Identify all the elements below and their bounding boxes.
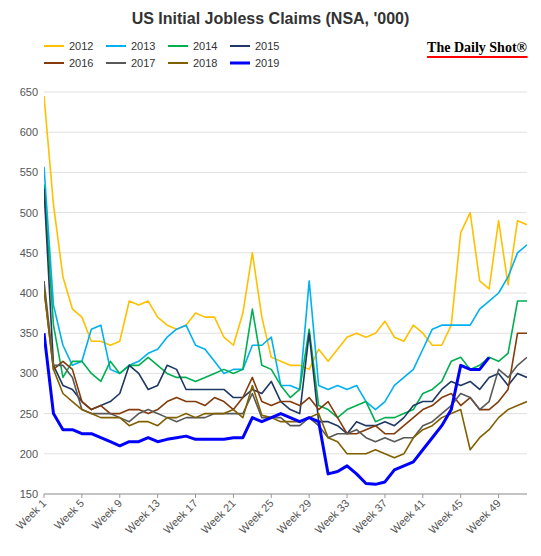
x-tick-label: Week 9 <box>89 497 124 532</box>
y-tick-label: 250 <box>20 408 38 420</box>
grid-line <box>44 252 527 253</box>
series-line <box>44 289 527 458</box>
chart: US Initial Jobless Claims (NSA, '000) The… <box>0 0 541 556</box>
y-tick-label: 200 <box>20 448 38 460</box>
legend: 2012 2013 2014 2015 2016 2017 2018 2019 <box>44 40 279 69</box>
grid-line <box>44 212 527 213</box>
grid-line <box>44 494 527 495</box>
y-tick-label: 450 <box>20 247 38 259</box>
x-tick-label: Week 49 <box>464 497 503 536</box>
x-tick-label: Week 5 <box>52 497 87 532</box>
series-line <box>44 167 527 410</box>
x-tick <box>271 494 272 498</box>
y-tick-label: 400 <box>20 287 38 299</box>
plot-area <box>44 96 527 484</box>
legend-swatch <box>168 45 188 47</box>
legend-swatch <box>168 62 188 64</box>
x-tick <box>309 494 310 498</box>
x-tick-label: Week 21 <box>199 497 238 536</box>
legend-swatch <box>230 45 250 47</box>
x-tick <box>195 494 196 498</box>
y-tick-label: 150 <box>20 488 38 500</box>
grid-line <box>44 333 527 334</box>
x-tick-label: Week 29 <box>275 497 314 536</box>
series-line <box>44 333 489 484</box>
x-tick <box>157 494 158 498</box>
grid-line <box>44 172 527 173</box>
grid-line <box>44 373 527 374</box>
legend-swatch <box>106 62 126 64</box>
x-tick-label: Week 37 <box>350 497 389 536</box>
x-tick-label: Week 25 <box>237 497 276 536</box>
y-tick-label: 500 <box>20 207 38 219</box>
legend-label: 2015 <box>255 40 279 52</box>
x-tick-label: Week 1 <box>14 497 49 532</box>
grid-line <box>44 453 527 454</box>
x-tick <box>460 494 461 498</box>
x-tick <box>44 494 45 498</box>
x-tick <box>347 494 348 498</box>
y-tick-label: 550 <box>20 166 38 178</box>
y-tick-label: 350 <box>20 327 38 339</box>
x-tick <box>498 494 499 498</box>
title: US Initial Jobless Claims (NSA, '000) <box>132 10 410 27</box>
legend-label: 2017 <box>131 57 155 69</box>
x-tick-label: Week 13 <box>123 497 162 536</box>
series-line <box>44 184 527 421</box>
legend-label: 2012 <box>69 40 93 52</box>
x-tick <box>384 494 385 498</box>
x-tick <box>233 494 234 498</box>
legend-label: 2014 <box>193 40 217 52</box>
x-tick <box>119 494 120 498</box>
annotation-underline <box>427 56 527 58</box>
x-tick <box>422 494 423 498</box>
grid-line <box>44 92 527 93</box>
x-axis <box>44 494 527 495</box>
y-tick-label: 600 <box>20 126 38 138</box>
series-line <box>44 96 527 369</box>
legend-swatch <box>44 45 64 47</box>
legend-label: 2019 <box>255 57 279 69</box>
y-tick-label: 300 <box>20 367 38 379</box>
x-tick <box>81 494 82 498</box>
legend-label: 2018 <box>193 57 217 69</box>
grid-line <box>44 132 527 133</box>
legend-label: 2016 <box>69 57 93 69</box>
y-tick-label: 650 <box>20 86 38 98</box>
legend-label: 2013 <box>131 40 155 52</box>
x-tick-label: Week 45 <box>426 497 465 536</box>
legend-swatch <box>106 45 126 47</box>
x-tick-label: Week 17 <box>161 497 200 536</box>
annotation: The Daily Shot® <box>427 40 527 55</box>
legend-swatch <box>44 62 64 64</box>
x-tick-label: Week 33 <box>312 497 351 536</box>
x-tick-label: Week 41 <box>388 497 427 536</box>
legend-swatch <box>230 62 250 65</box>
